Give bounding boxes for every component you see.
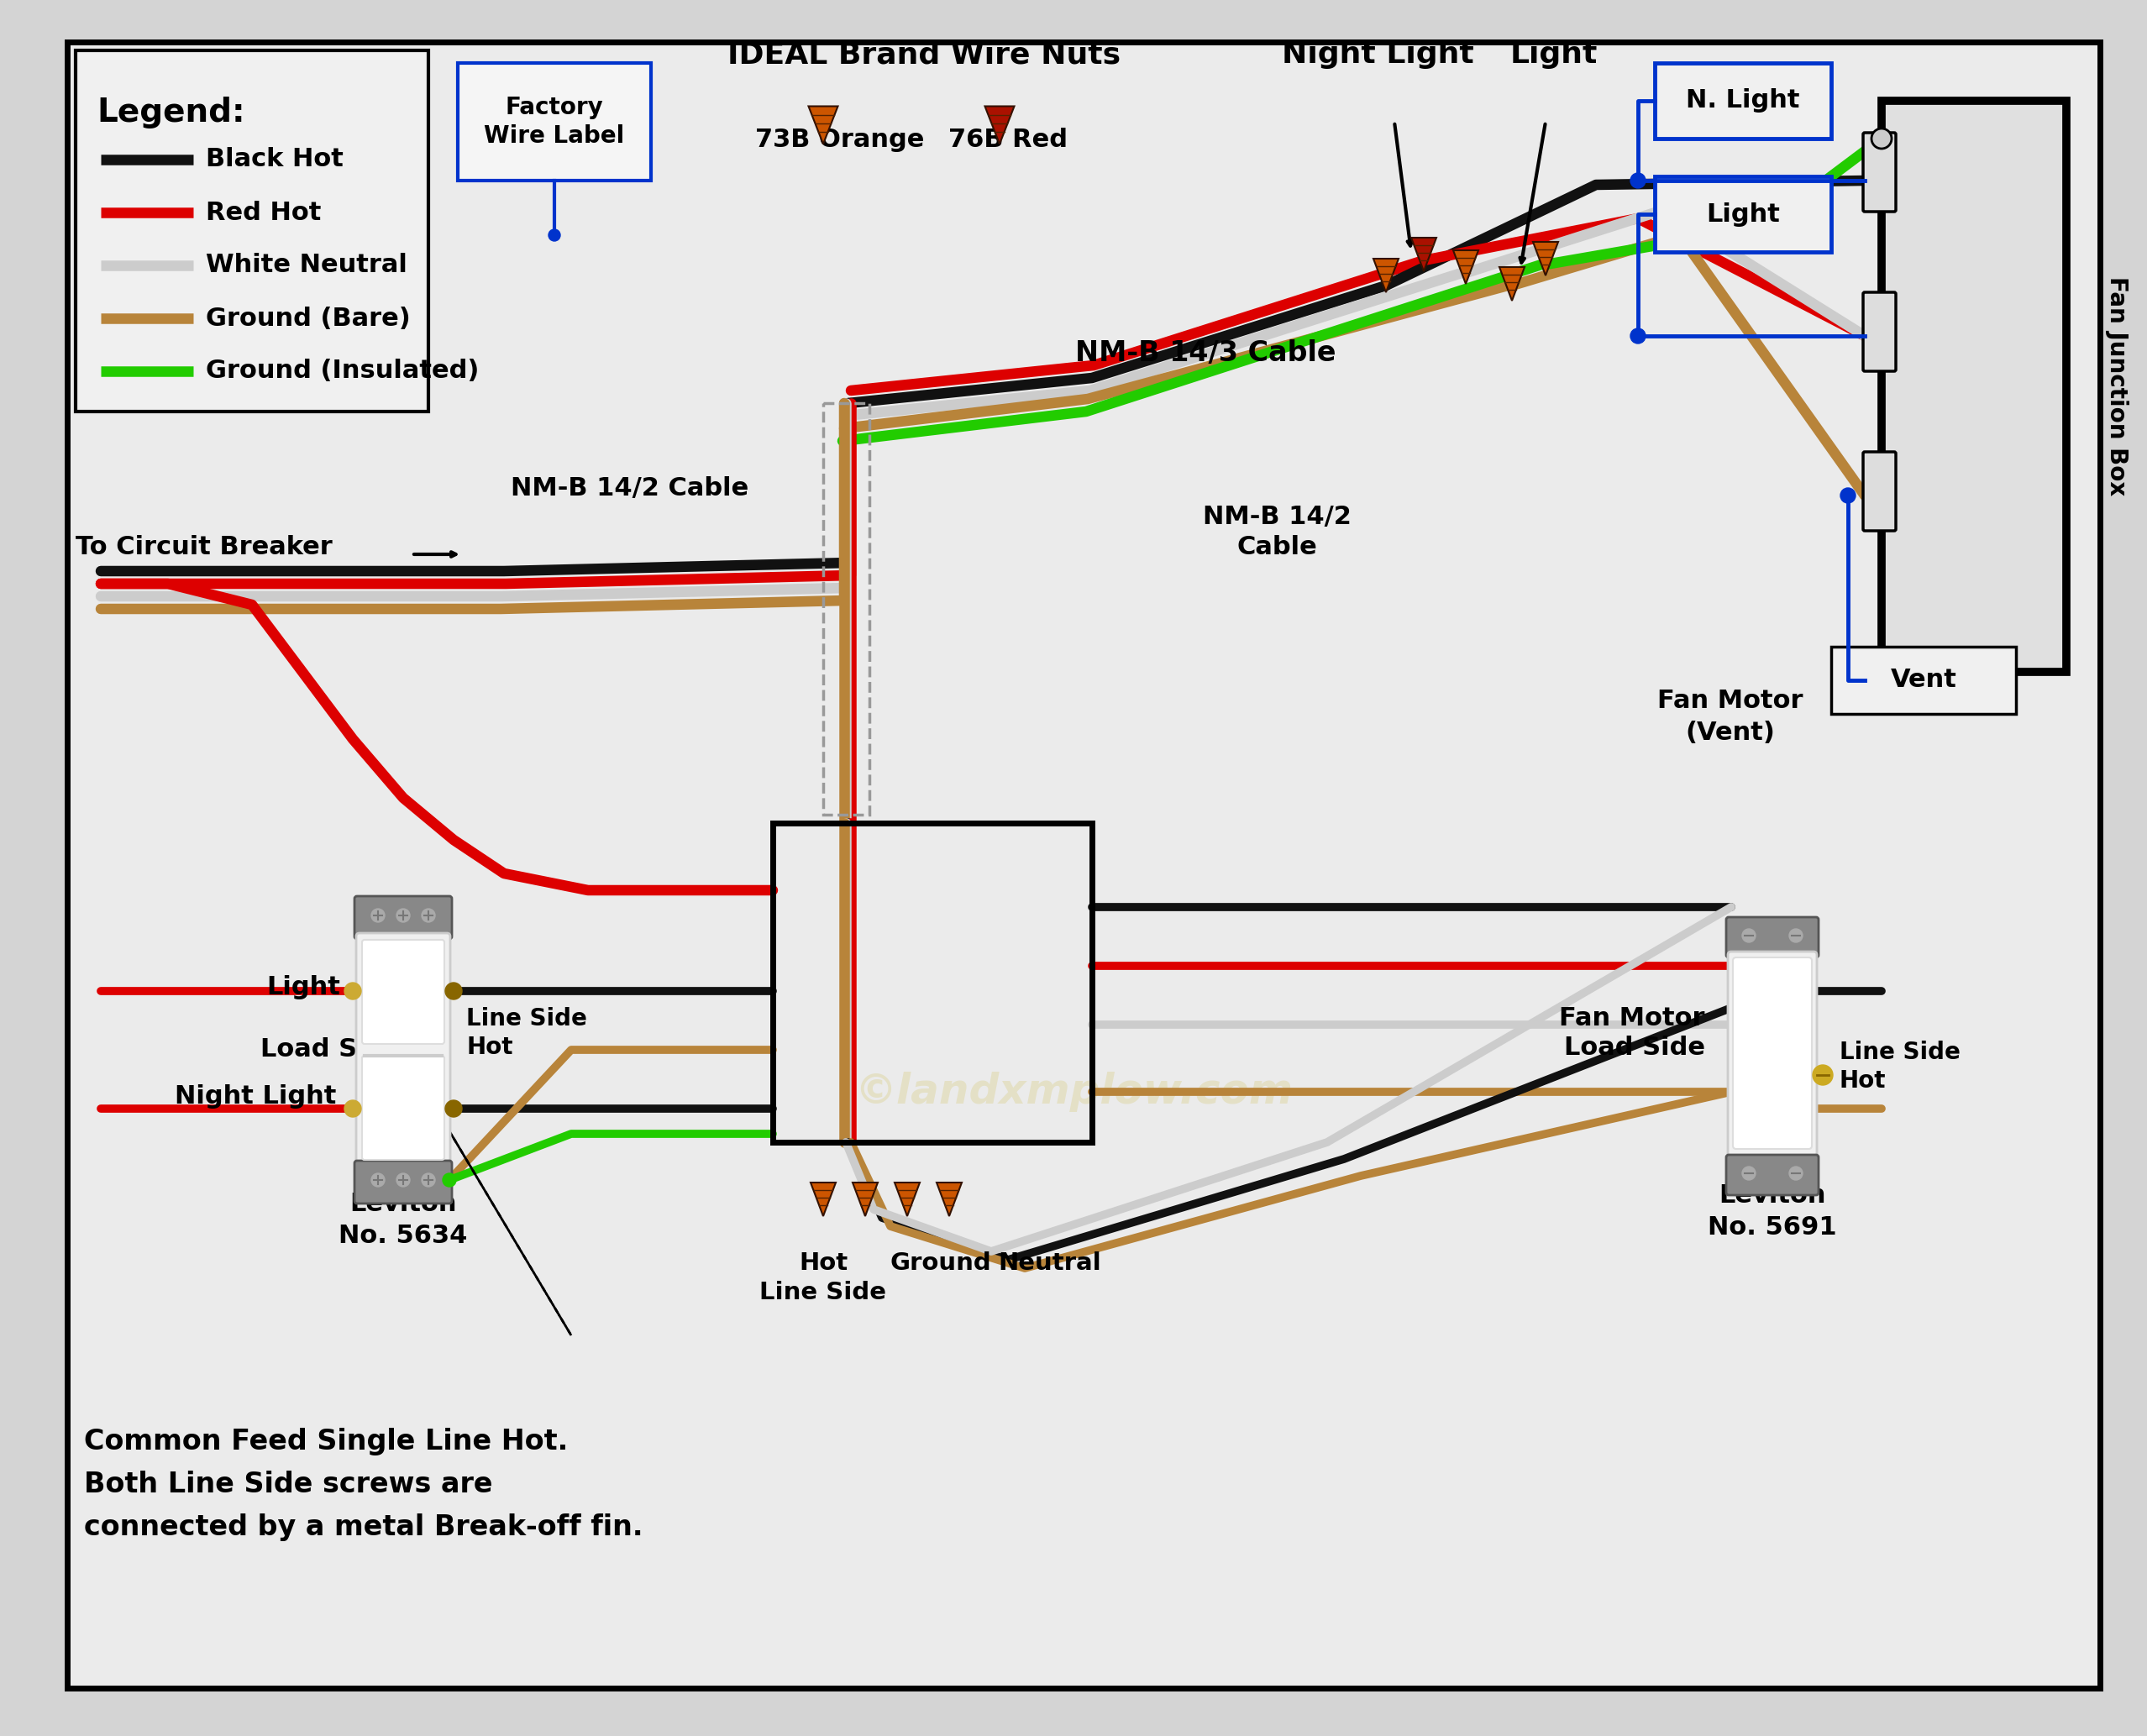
Circle shape	[421, 908, 436, 922]
Text: Fan Motor
(Vent): Fan Motor (Vent)	[1657, 689, 1803, 745]
Circle shape	[1630, 174, 1645, 187]
Polygon shape	[812, 1182, 835, 1217]
Text: Night Light: Night Light	[174, 1083, 335, 1108]
FancyBboxPatch shape	[1726, 917, 1819, 958]
Text: ©landxmplow.com: ©landxmplow.com	[855, 1071, 1292, 1113]
Circle shape	[397, 908, 410, 922]
Text: Black Hot: Black Hot	[206, 148, 344, 172]
Text: Ground: Ground	[891, 1252, 992, 1274]
Text: Line Side
Hot: Line Side Hot	[1840, 1040, 1960, 1094]
FancyBboxPatch shape	[1864, 451, 1896, 531]
Text: Common Feed Single Line Hot.
Both Line Side screws are
connected by a metal Brea: Common Feed Single Line Hot. Both Line S…	[84, 1427, 642, 1542]
Text: Ground (Bare): Ground (Bare)	[206, 306, 410, 330]
Bar	[1881, 101, 2065, 672]
Text: Factory
Wire Label: Factory Wire Label	[483, 95, 625, 148]
Polygon shape	[1499, 267, 1524, 300]
Text: N. Light: N. Light	[1685, 89, 1799, 113]
Text: IDEAL Brand Wire Nuts: IDEAL Brand Wire Nuts	[728, 40, 1121, 69]
Circle shape	[1872, 128, 1892, 149]
Text: Neutral: Neutral	[998, 1252, 1101, 1274]
Bar	[822, 403, 870, 814]
Bar	[75, 50, 429, 411]
FancyBboxPatch shape	[457, 62, 651, 181]
Text: 76B Red: 76B Red	[949, 128, 1067, 153]
Circle shape	[1812, 1064, 1834, 1085]
Text: NM-B 14/3 Cable: NM-B 14/3 Cable	[1076, 339, 1335, 366]
Text: To Circuit Breaker: To Circuit Breaker	[75, 535, 333, 559]
Text: Line Side
Hot: Line Side Hot	[466, 1007, 586, 1059]
Polygon shape	[895, 1182, 919, 1217]
Text: Ground (Insulated): Ground (Insulated)	[206, 359, 479, 384]
Circle shape	[371, 908, 384, 922]
Circle shape	[444, 1101, 462, 1116]
Text: Load Side: Load Side	[260, 1038, 401, 1062]
Text: Red Hot: Red Hot	[206, 200, 322, 224]
Circle shape	[344, 983, 361, 1000]
Text: Light: Light	[1707, 201, 1780, 226]
FancyBboxPatch shape	[1655, 177, 1831, 252]
Text: NM-B 14/2
Cable: NM-B 14/2 Cable	[1202, 505, 1350, 559]
FancyBboxPatch shape	[354, 896, 451, 939]
Circle shape	[371, 1174, 384, 1187]
Circle shape	[1788, 929, 1803, 943]
Text: Fan Motor
Load Side: Fan Motor Load Side	[1559, 1005, 1705, 1061]
Bar	[773, 823, 1093, 1142]
Circle shape	[547, 229, 560, 241]
Polygon shape	[809, 106, 837, 144]
Text: Legend:: Legend:	[97, 97, 245, 128]
FancyBboxPatch shape	[363, 939, 444, 1043]
Circle shape	[1840, 488, 1855, 503]
Circle shape	[421, 1174, 436, 1187]
Text: Hot
Line Side: Hot Line Side	[760, 1252, 887, 1304]
FancyBboxPatch shape	[1864, 292, 1896, 372]
Text: White Neutral: White Neutral	[206, 253, 408, 278]
Polygon shape	[1533, 241, 1559, 276]
Circle shape	[442, 1174, 455, 1187]
Text: Vent: Vent	[1892, 668, 1956, 693]
Text: Light: Light	[1509, 40, 1597, 69]
Circle shape	[1630, 328, 1645, 344]
Circle shape	[1741, 1167, 1756, 1180]
FancyBboxPatch shape	[1728, 951, 1816, 1160]
FancyBboxPatch shape	[1733, 958, 1812, 1149]
Polygon shape	[1374, 259, 1398, 292]
Polygon shape	[936, 1182, 962, 1217]
FancyBboxPatch shape	[1726, 1154, 1819, 1194]
Text: NM-B 14/2 Cable: NM-B 14/2 Cable	[511, 476, 749, 500]
Text: Leviton
No. 5691: Leviton No. 5691	[1707, 1184, 1838, 1240]
Text: 73B Orange: 73B Orange	[756, 128, 925, 153]
Circle shape	[444, 983, 462, 1000]
FancyBboxPatch shape	[363, 1055, 444, 1160]
Polygon shape	[852, 1182, 878, 1217]
Polygon shape	[1411, 238, 1436, 271]
Circle shape	[344, 1101, 361, 1116]
Text: Fan Junction Box: Fan Junction Box	[2104, 276, 2128, 496]
FancyBboxPatch shape	[1864, 132, 1896, 212]
FancyBboxPatch shape	[354, 1161, 451, 1203]
FancyBboxPatch shape	[356, 932, 451, 1167]
Text: Leviton
No. 5634: Leviton No. 5634	[339, 1191, 468, 1248]
Circle shape	[1788, 1167, 1803, 1180]
Polygon shape	[1454, 250, 1479, 285]
FancyBboxPatch shape	[1831, 648, 2016, 713]
Polygon shape	[985, 106, 1013, 144]
FancyBboxPatch shape	[1655, 62, 1831, 139]
Circle shape	[397, 1174, 410, 1187]
Text: Night Light: Night Light	[1282, 40, 1473, 69]
Circle shape	[1741, 929, 1756, 943]
Text: Light: Light	[266, 974, 339, 998]
